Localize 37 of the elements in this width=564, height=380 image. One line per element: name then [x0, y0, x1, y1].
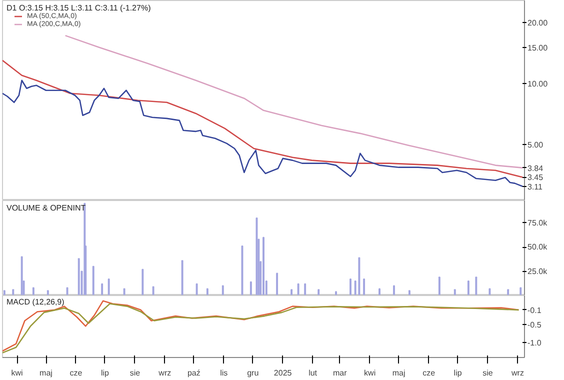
x-tick-label: lut [308, 368, 318, 378]
chart-title: D1 O:3.15 H:3.15 L:3.11 C:3.11 (-1.27%) [6, 4, 152, 12]
chart-title: VOLUME & OPENINT [6, 204, 86, 212]
y-tick-label: 20.00 [528, 18, 548, 28]
y-tick-label: 75.0k [528, 218, 548, 228]
x-tick-label: maj [40, 368, 53, 378]
x-tick-label: maj [392, 368, 406, 378]
x-tick-label: wrz [158, 368, 172, 378]
x-tick-label: sie [130, 368, 141, 378]
x-tick-label: cze [422, 368, 436, 378]
line-series [2, 80, 524, 188]
data-label: 3.84 [528, 164, 544, 173]
x-tick-label: gru [247, 368, 259, 378]
data-label: 3.11 [528, 182, 544, 192]
x-tick-label: paź [187, 368, 200, 378]
x-tick-label: kwi [364, 368, 376, 378]
line-series [64, 34, 524, 168]
x-tick-label: mar [332, 368, 348, 378]
x-tick-label: wrz [510, 368, 524, 378]
x-tick-label: cze [70, 368, 83, 378]
y-tick-label: -1.0 [528, 338, 542, 348]
y-tick-label: 10.00 [528, 79, 548, 88]
x-tick-label: lip [454, 368, 462, 378]
x-tick-label: lip [100, 368, 110, 378]
chart-title: MACD (12,26,9) [6, 298, 65, 306]
y-tick-label: 50.0k [528, 242, 548, 252]
y-tick-label: 5.00 [528, 140, 544, 150]
data-label: -0.1 [528, 306, 542, 315]
y-tick-label: 15.00 [528, 44, 548, 53]
x-tick-label: 2025 [274, 368, 292, 378]
line-series [2, 60, 524, 178]
x-tick-label: kwi [11, 368, 23, 378]
x-tick-label: sie [482, 368, 494, 378]
y-tick-label: -0.5 [528, 320, 542, 330]
y-tick-label: 25.0k [528, 266, 548, 276]
data-label: 3.45 [528, 173, 544, 182]
x-tick-label: lis [220, 368, 228, 378]
